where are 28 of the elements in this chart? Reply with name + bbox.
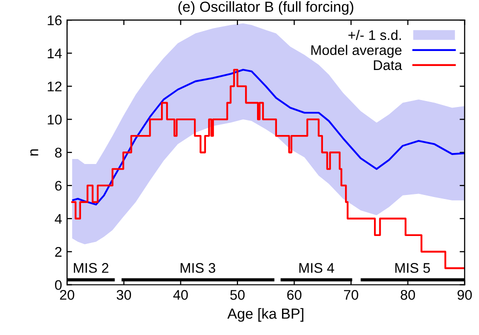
y-tick-label: 6: [55, 180, 62, 191]
y-axis-title: n: [30, 149, 38, 156]
x-tick-label: 40: [173, 290, 188, 300]
y-tick-label: 16: [48, 15, 62, 26]
line-series: [71, 68, 465, 206]
y-tick-label: 4: [54, 214, 62, 224]
annotation: MIS 5: [395, 263, 430, 273]
chart-title: (e) Oscillator B (full forcing): [178, 1, 354, 15]
x-tick-label: 20: [60, 290, 74, 300]
x-tick-label: 30: [116, 290, 132, 300]
legend-label: Data: [374, 60, 402, 70]
x-tick-label: 80: [400, 290, 416, 300]
y-tick-label: 14: [48, 48, 62, 58]
x-tick-label: 90: [458, 290, 472, 300]
y-tick-label: 0: [55, 280, 62, 290]
x-tick-label: 50: [230, 290, 245, 300]
x-tick-label: 60: [287, 290, 302, 300]
legend-label: +/- 1 s.d.: [348, 30, 401, 40]
y-tick-label: 8: [55, 148, 62, 158]
annotation: MIS 4: [299, 263, 334, 273]
y-tick-label: 2: [55, 247, 62, 257]
y-tick-label: 12: [48, 82, 62, 92]
x-tick-label: 70: [344, 290, 358, 300]
annotation: MIS 3: [180, 263, 216, 273]
x-axis-title: Age [ka BP]: [227, 308, 304, 322]
y-tick-label: 10: [48, 114, 62, 125]
legend-label: Model average: [311, 44, 402, 58]
annotation: MIS 2: [74, 263, 108, 273]
